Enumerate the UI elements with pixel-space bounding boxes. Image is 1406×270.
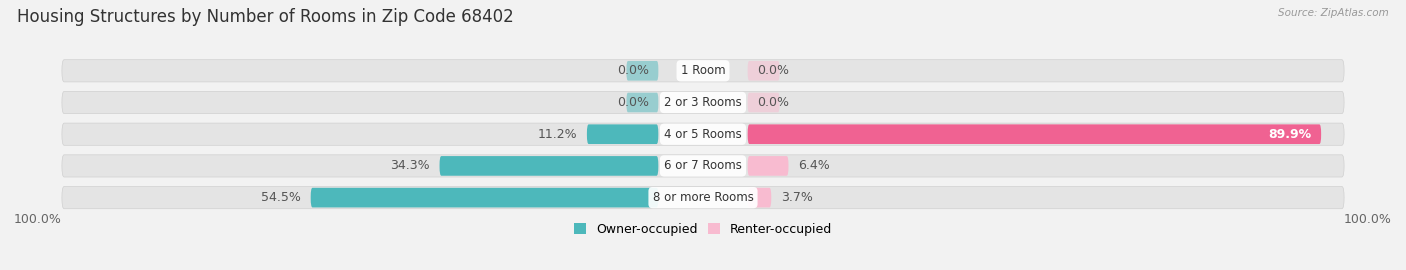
FancyBboxPatch shape (440, 156, 658, 176)
Text: 2 or 3 Rooms: 2 or 3 Rooms (664, 96, 742, 109)
FancyBboxPatch shape (748, 156, 789, 176)
FancyBboxPatch shape (62, 60, 1344, 82)
FancyBboxPatch shape (62, 123, 1344, 145)
Text: 0.0%: 0.0% (758, 96, 789, 109)
Text: 11.2%: 11.2% (537, 128, 578, 141)
FancyBboxPatch shape (627, 93, 658, 112)
FancyBboxPatch shape (748, 124, 1322, 144)
Text: 6.4%: 6.4% (799, 159, 830, 173)
FancyBboxPatch shape (62, 92, 1344, 114)
Text: 0.0%: 0.0% (617, 96, 648, 109)
Text: 0.0%: 0.0% (758, 64, 789, 77)
Text: 4 or 5 Rooms: 4 or 5 Rooms (664, 128, 742, 141)
Text: 100.0%: 100.0% (14, 213, 62, 226)
FancyBboxPatch shape (311, 188, 658, 207)
FancyBboxPatch shape (748, 61, 779, 81)
Text: Source: ZipAtlas.com: Source: ZipAtlas.com (1278, 8, 1389, 18)
FancyBboxPatch shape (627, 61, 658, 81)
Text: 8 or more Rooms: 8 or more Rooms (652, 191, 754, 204)
Text: 34.3%: 34.3% (391, 159, 430, 173)
FancyBboxPatch shape (748, 93, 779, 112)
Text: 0.0%: 0.0% (617, 64, 648, 77)
Legend: Owner-occupied, Renter-occupied: Owner-occupied, Renter-occupied (574, 223, 832, 236)
FancyBboxPatch shape (748, 188, 772, 207)
Text: 89.9%: 89.9% (1268, 128, 1312, 141)
FancyBboxPatch shape (586, 124, 658, 144)
Text: 1 Room: 1 Room (681, 64, 725, 77)
Text: 3.7%: 3.7% (780, 191, 813, 204)
Text: 100.0%: 100.0% (1344, 213, 1392, 226)
FancyBboxPatch shape (62, 155, 1344, 177)
Text: Housing Structures by Number of Rooms in Zip Code 68402: Housing Structures by Number of Rooms in… (17, 8, 513, 26)
FancyBboxPatch shape (62, 187, 1344, 209)
Text: 6 or 7 Rooms: 6 or 7 Rooms (664, 159, 742, 173)
Text: 54.5%: 54.5% (262, 191, 301, 204)
